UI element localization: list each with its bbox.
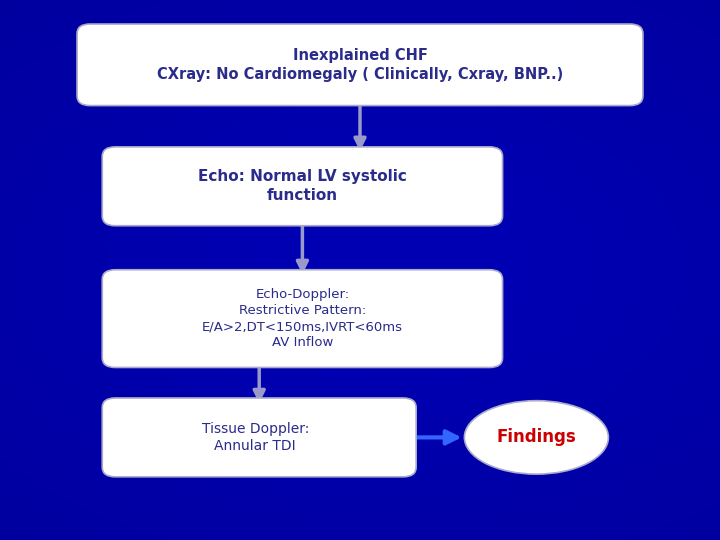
Text: Tissue Doppler:
Annular TDI: Tissue Doppler: Annular TDI (202, 422, 309, 453)
FancyBboxPatch shape (77, 24, 643, 106)
Text: Findings: Findings (497, 428, 576, 447)
Text: Echo: Normal LV systolic
function: Echo: Normal LV systolic function (198, 170, 407, 203)
FancyBboxPatch shape (102, 398, 416, 477)
Text: Inexplained CHF
CXray: No Cardiomegaly ( Clinically, Cxray, BNP..): Inexplained CHF CXray: No Cardiomegaly (… (157, 48, 563, 82)
Ellipse shape (464, 401, 608, 474)
Text: Echo-Doppler:
Restrictive Pattern:
E/A>2,DT<150ms,IVRT<60ms
AV Inflow: Echo-Doppler: Restrictive Pattern: E/A>2… (202, 288, 403, 349)
FancyBboxPatch shape (102, 147, 503, 226)
FancyBboxPatch shape (102, 270, 503, 368)
